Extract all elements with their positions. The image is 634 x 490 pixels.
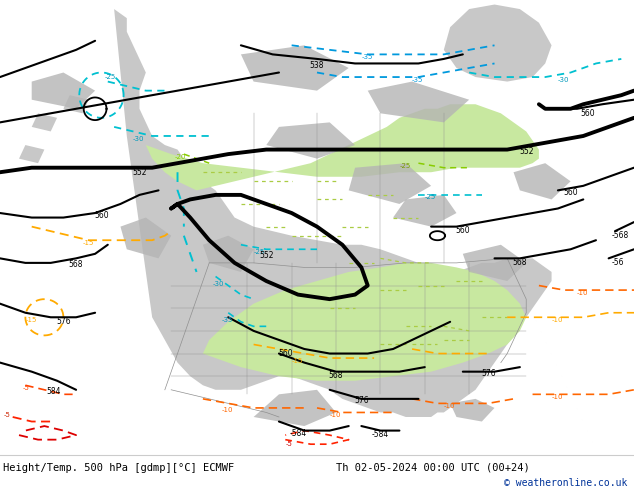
Text: -584: -584: [372, 430, 389, 440]
Polygon shape: [463, 245, 526, 281]
Polygon shape: [368, 81, 469, 122]
Text: 552: 552: [519, 147, 533, 156]
Polygon shape: [63, 95, 89, 113]
Polygon shape: [266, 122, 355, 159]
Polygon shape: [254, 390, 336, 426]
Text: -35: -35: [412, 76, 424, 83]
Text: 552: 552: [259, 251, 273, 260]
Polygon shape: [146, 104, 539, 190]
Polygon shape: [393, 195, 456, 226]
Polygon shape: [203, 263, 526, 381]
Text: 560: 560: [580, 109, 595, 118]
Text: -25: -25: [105, 74, 116, 80]
Text: -10: -10: [444, 403, 455, 409]
Text: -15: -15: [25, 317, 37, 323]
Text: -5: -5: [22, 385, 29, 391]
Text: Height/Temp. 500 hPa [gdmp][°C] ECMWF: Height/Temp. 500 hPa [gdmp][°C] ECMWF: [3, 463, 235, 473]
Text: -15: -15: [82, 240, 94, 246]
Text: -584: -584: [289, 429, 307, 438]
Text: -10: -10: [222, 408, 233, 414]
Polygon shape: [32, 73, 95, 109]
Text: -35: -35: [362, 54, 373, 60]
Text: 568: 568: [69, 260, 83, 270]
Polygon shape: [450, 399, 495, 421]
Text: 584: 584: [47, 387, 61, 396]
Text: -10: -10: [577, 290, 588, 295]
Text: 576: 576: [354, 396, 369, 405]
Text: © weatheronline.co.uk: © weatheronline.co.uk: [504, 478, 628, 489]
Text: 568: 568: [329, 371, 343, 380]
Polygon shape: [514, 163, 571, 199]
Text: 560: 560: [278, 349, 293, 358]
Text: -56: -56: [612, 258, 624, 267]
Text: 576: 576: [481, 369, 496, 378]
Text: -5: -5: [3, 412, 10, 418]
Text: -5: -5: [285, 441, 292, 447]
Polygon shape: [349, 163, 431, 204]
Text: 560: 560: [563, 188, 578, 197]
Text: 560: 560: [455, 226, 470, 235]
Text: -10: -10: [552, 317, 563, 323]
Text: 576: 576: [56, 317, 71, 326]
Polygon shape: [32, 113, 57, 131]
Text: -568: -568: [612, 231, 629, 240]
Text: -30: -30: [558, 76, 569, 83]
Text: 552: 552: [133, 168, 146, 176]
Text: -10: -10: [552, 394, 563, 400]
Text: -30: -30: [212, 281, 224, 287]
Text: 568: 568: [513, 258, 527, 267]
Polygon shape: [241, 46, 349, 91]
Polygon shape: [19, 145, 44, 163]
Text: -15: -15: [292, 358, 303, 364]
Text: -20: -20: [174, 154, 186, 160]
Polygon shape: [114, 9, 552, 417]
Polygon shape: [120, 218, 171, 258]
Text: -25: -25: [425, 195, 436, 200]
Polygon shape: [444, 4, 552, 81]
Text: 560: 560: [94, 211, 109, 220]
Text: -35: -35: [222, 317, 233, 323]
Polygon shape: [203, 236, 254, 272]
Text: Th 02-05-2024 00:00 UTC (00+24): Th 02-05-2024 00:00 UTC (00+24): [336, 463, 530, 473]
Text: -30: -30: [133, 136, 145, 142]
Text: 538: 538: [310, 61, 324, 70]
Text: -25: -25: [254, 249, 265, 255]
Text: -10: -10: [330, 412, 341, 418]
Text: -25: -25: [399, 163, 411, 169]
